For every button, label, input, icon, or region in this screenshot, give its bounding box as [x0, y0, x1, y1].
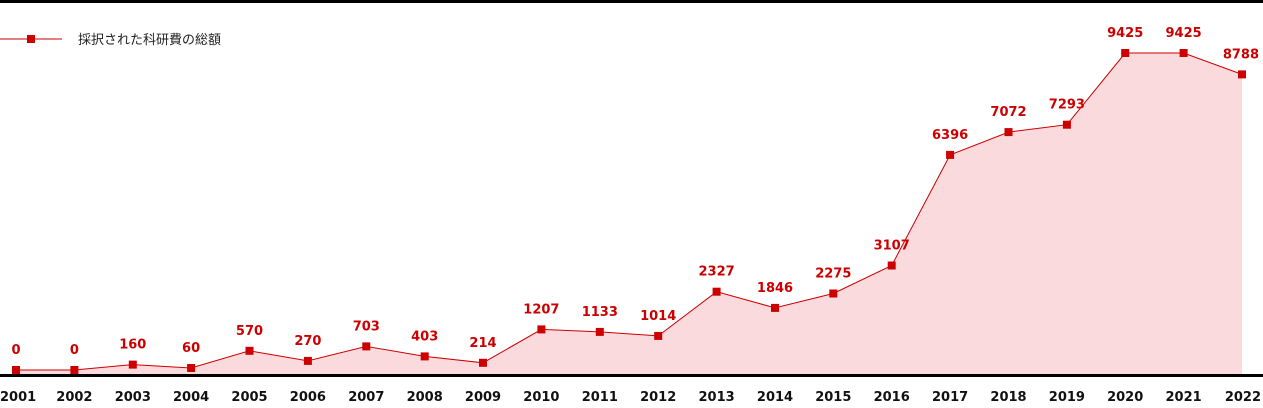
- data-point: [12, 366, 20, 374]
- data-label: 1133: [582, 305, 618, 320]
- x-tick-label: 2019: [1049, 390, 1085, 405]
- x-tick-label: 2007: [348, 390, 384, 405]
- data-point: [537, 325, 546, 334]
- data-label: 6396: [932, 128, 968, 143]
- x-tick-label: 2005: [231, 390, 267, 405]
- data-label: 160: [119, 338, 146, 353]
- data-point: [420, 352, 429, 361]
- data-points: [12, 49, 1246, 374]
- data-point: [654, 331, 663, 340]
- x-tick-label: 2011: [582, 390, 618, 405]
- data-point: [1238, 70, 1246, 79]
- data-label: 7072: [990, 105, 1026, 120]
- x-tick-label: 2009: [465, 390, 501, 405]
- x-tick-label: 2001: [0, 390, 36, 405]
- series-line: [16, 52, 1243, 371]
- data-label: 2327: [699, 265, 735, 280]
- data-point: [712, 287, 721, 296]
- x-tick-label: 2008: [407, 390, 443, 405]
- x-tick-label: 2017: [932, 390, 968, 405]
- data-label: 703: [353, 319, 380, 334]
- x-tick-label: 2012: [640, 390, 676, 405]
- data-point: [479, 358, 487, 367]
- data-label: 60: [182, 341, 200, 356]
- x-tick-label: 2004: [173, 390, 209, 405]
- x-tick-label: 2006: [290, 390, 326, 405]
- data-point: [245, 346, 254, 355]
- legend: 採択された科研費の総額: [0, 33, 221, 48]
- data-point: [595, 327, 604, 336]
- data-point: [128, 360, 137, 369]
- data-labels: 0 0 160 60 570 270 703 403 214 1207 1133 1014 2327 18…: [11, 26, 1259, 358]
- data-label: 214: [469, 336, 496, 351]
- x-tick-label: 2010: [523, 390, 559, 405]
- series-area: [16, 53, 1242, 374]
- data-point: [887, 261, 896, 270]
- x-tick-label: 2014: [757, 390, 793, 405]
- data-point: [1062, 120, 1071, 129]
- x-tick-label: 2016: [874, 390, 910, 405]
- x-tick-label: 2015: [815, 390, 851, 405]
- data-point: [1179, 49, 1188, 57]
- data-label: 2275: [815, 267, 851, 282]
- data-label: 8788: [1223, 47, 1259, 62]
- data-label: 270: [294, 334, 321, 349]
- data-label: 1846: [757, 281, 793, 296]
- data-point: [187, 364, 196, 372]
- x-tick-label: 2021: [1166, 390, 1202, 405]
- data-point: [946, 150, 955, 159]
- x-tick-labels: 2001 2002 2003 2004 2005 2006 2007 2008 2009 2010…: [0, 390, 1261, 405]
- data-point: [1004, 128, 1013, 137]
- data-label: 1207: [523, 302, 559, 317]
- data-label: 570: [236, 324, 263, 339]
- legend-marker: [27, 35, 35, 43]
- data-point: [70, 366, 79, 374]
- data-label: 0: [70, 343, 79, 358]
- data-label: 1014: [640, 309, 676, 324]
- data-point: [362, 342, 371, 351]
- data-point: [1121, 49, 1130, 57]
- data-label: 403: [411, 329, 438, 344]
- x-tick-label: 2002: [56, 390, 92, 405]
- data-point: [771, 303, 779, 312]
- data-label: 3107: [874, 239, 910, 254]
- data-label: 9425: [1107, 26, 1143, 41]
- x-tick-label: 2022: [1225, 390, 1261, 405]
- legend-label: 採択された科研費の総額: [78, 33, 221, 48]
- x-tick-label: 2013: [699, 390, 735, 405]
- data-point: [303, 356, 312, 365]
- data-point: [829, 289, 838, 298]
- data-label: 0: [11, 343, 20, 358]
- data-label: 9425: [1166, 26, 1202, 41]
- x-tick-label: 2020: [1107, 390, 1143, 405]
- data-label: 7293: [1049, 98, 1085, 113]
- x-tick-label: 2018: [990, 390, 1026, 405]
- x-tick-label: 2003: [115, 390, 151, 405]
